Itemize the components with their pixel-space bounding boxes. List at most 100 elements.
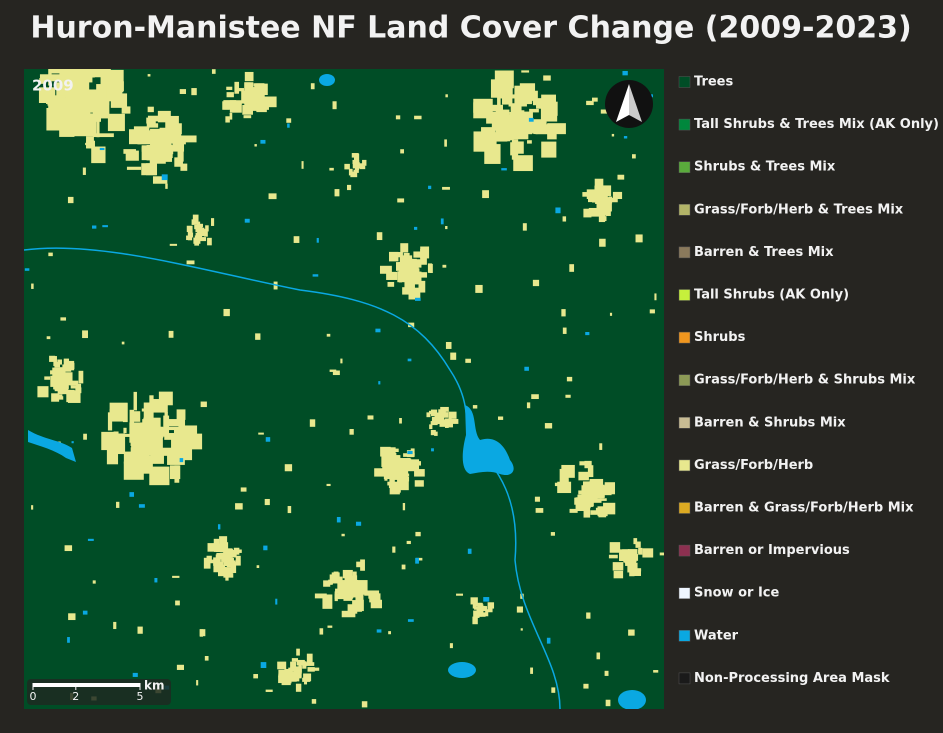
map-patch <box>448 411 457 419</box>
map-patch <box>296 659 305 666</box>
map-patch <box>291 672 297 682</box>
map-speck <box>191 88 197 96</box>
map-patch <box>611 197 618 203</box>
legend-swatch <box>678 246 691 259</box>
map-speck <box>617 174 625 180</box>
map-patch <box>604 482 616 495</box>
legend-swatch <box>678 331 691 344</box>
map-speck <box>175 600 180 606</box>
map-speck <box>31 505 34 510</box>
map-patch <box>162 155 172 162</box>
map-speck <box>346 184 352 191</box>
map-patch <box>420 246 430 259</box>
map-patch <box>204 231 208 237</box>
map-water-speck <box>244 218 250 223</box>
map-water-speck <box>287 123 290 128</box>
map-patch <box>142 458 153 474</box>
map-patch <box>207 237 212 246</box>
map-water-speck <box>467 548 472 554</box>
map-patch <box>583 482 589 488</box>
map-patch <box>121 106 131 114</box>
map-patch <box>54 361 61 368</box>
map-speck <box>165 183 168 189</box>
map-speck <box>659 552 664 556</box>
map-patch <box>387 281 395 287</box>
map-patch <box>221 548 233 553</box>
map-patch <box>638 549 642 554</box>
map-patch <box>223 567 233 575</box>
map-speck <box>332 370 340 376</box>
legend-swatch <box>678 76 691 88</box>
map-patch <box>608 554 618 559</box>
map-speck <box>632 154 636 159</box>
map-patch <box>69 380 79 386</box>
map-patch <box>222 101 230 110</box>
map-patch <box>207 543 217 552</box>
map-patch <box>583 506 591 518</box>
map-patch <box>235 555 241 566</box>
map-patch <box>547 123 566 135</box>
legend-label: Shrubs <box>694 330 746 345</box>
map-patch <box>149 395 154 411</box>
map-patch <box>428 410 437 415</box>
map-patch <box>290 661 296 672</box>
map-speck <box>254 144 257 147</box>
map-speck <box>598 512 607 518</box>
map-speck <box>399 418 402 424</box>
map-patch <box>199 237 207 242</box>
map-speck <box>561 309 566 317</box>
map-speck <box>225 116 230 123</box>
map-patch <box>159 127 174 143</box>
map-patch <box>487 602 495 609</box>
map-speck <box>569 264 575 272</box>
map-patch <box>107 412 113 431</box>
map-speck <box>522 223 527 231</box>
map-speck <box>256 565 260 569</box>
map-patch <box>605 197 610 208</box>
map-patch <box>612 562 624 571</box>
map-patch <box>597 193 607 201</box>
map-speck <box>326 483 331 487</box>
map-speck <box>340 358 343 364</box>
map-speck <box>600 109 608 114</box>
map-patch <box>630 557 638 561</box>
map-speck <box>116 501 120 508</box>
map-speck <box>293 236 300 243</box>
map-speck <box>60 317 67 321</box>
map-speck <box>172 575 180 578</box>
map-patch <box>487 608 493 613</box>
map-water-speck <box>378 381 381 385</box>
map-patch <box>37 386 49 398</box>
map-water-speck <box>132 672 138 677</box>
map-patch <box>67 372 71 381</box>
map-patch <box>334 593 350 600</box>
map-patch <box>229 549 237 558</box>
map-patch <box>514 141 524 154</box>
map-patch <box>223 554 232 563</box>
map-patch <box>624 556 632 563</box>
map-patch <box>370 599 382 609</box>
map-speck <box>562 327 567 334</box>
map-speck <box>361 701 368 708</box>
map-patch <box>164 433 175 440</box>
map-patch <box>426 412 431 418</box>
map-patch <box>430 429 436 436</box>
map-patch <box>129 409 135 430</box>
map-speck <box>506 137 511 142</box>
map-patch <box>152 176 168 184</box>
map-patch <box>485 609 489 617</box>
map-patch <box>107 113 125 132</box>
map-patch <box>277 661 287 670</box>
map-speck <box>223 308 230 317</box>
map-patch <box>562 478 569 484</box>
map-patch <box>123 149 136 154</box>
map-patch <box>397 477 409 491</box>
map-patch <box>481 606 488 612</box>
map-patch <box>364 590 380 596</box>
map-water-speck <box>82 610 88 615</box>
year-label: 2009 <box>32 77 74 95</box>
map-speck <box>268 193 277 200</box>
map-patch <box>160 152 170 158</box>
map-patch <box>508 103 527 107</box>
map-patch <box>234 81 240 94</box>
